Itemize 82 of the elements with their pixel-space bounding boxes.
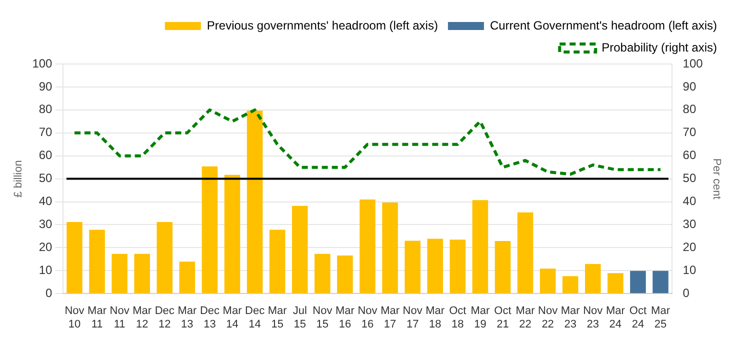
y2-tick-label: 70 [682, 125, 696, 140]
bar [134, 254, 150, 294]
y-tick-label: 40 [38, 194, 53, 208]
line-series [72, 108, 662, 176]
x-tick-label: Oct 21 [494, 305, 512, 330]
x-tick-label: Mar 13 [178, 305, 197, 330]
y-tick-label: 90 [38, 79, 53, 94]
x-tick-label: Nov 10 [64, 305, 85, 330]
bar [608, 273, 624, 294]
y2-tick-label: 20 [682, 240, 696, 254]
bar [562, 276, 578, 294]
x-tick-label: Jul 15 [292, 305, 307, 330]
bar [202, 166, 218, 294]
bar [314, 254, 330, 294]
bar [630, 270, 646, 294]
y-tick-label: 70 [38, 125, 53, 140]
x-tick-label: Nov 17 [402, 305, 423, 330]
x-tick-label: Mar 17 [380, 305, 400, 330]
bar [517, 212, 534, 294]
x-tick-label: Mar 16 [335, 305, 355, 330]
bar [269, 230, 286, 294]
bar [585, 264, 601, 294]
y2-tick-label: 60 [682, 148, 696, 162]
bar [472, 200, 488, 294]
y2-tick-label: 100 [682, 56, 704, 70]
y2-tick-label: 80 [682, 102, 696, 116]
x-tick-label: Dec 13 [200, 305, 220, 330]
y2-axis-title: Per cent [710, 158, 722, 200]
x-tick-label: Nov 11 [110, 305, 130, 330]
x-tick-label: Mar 11 [88, 305, 107, 330]
x-tick-label: Mar 22 [516, 305, 536, 330]
x-tick-label: Oct 24 [629, 305, 647, 330]
y-tick-label: 0 [46, 286, 53, 300]
bar [652, 270, 668, 294]
bar [156, 222, 173, 294]
y-tick-label: 100 [32, 56, 53, 70]
bar [404, 240, 420, 294]
x-tick-label: Mar 19 [470, 305, 490, 330]
x-tick-label: Nov 16 [358, 305, 378, 330]
bar [427, 238, 444, 294]
legend-label: Previous governments' headroom (left axis) [206, 18, 438, 32]
y2-tick-label: 50 [682, 171, 696, 186]
x-tick-label: Nov 23 [583, 305, 604, 330]
x-tick-label: Mar 15 [268, 305, 288, 330]
y2-tick-label: 0 [682, 286, 690, 300]
bar [66, 222, 82, 294]
x-tick-label: Mar 23 [560, 305, 580, 330]
y2-tick-label: 90 [682, 79, 696, 94]
bar [540, 268, 556, 294]
y-axis-title: £ billion [12, 160, 25, 198]
y-tick-label: 20 [38, 240, 53, 254]
x-tick-label: Nov 22 [538, 305, 558, 330]
bar [179, 262, 196, 294]
legend-label: Probability (right axis) [602, 40, 718, 54]
x-tick-label: Dec 12 [154, 305, 175, 330]
bar [382, 202, 398, 294]
y-tick-label: 80 [38, 102, 53, 116]
bar [112, 254, 128, 294]
bar [450, 240, 466, 294]
y2-tick-label: 30 [682, 217, 696, 232]
y-tick-label: 50 [38, 171, 53, 186]
x-tick-label: Nov 15 [312, 305, 333, 330]
x-tick-label: Oct 18 [449, 305, 466, 330]
bar [494, 241, 511, 294]
y2-tick-label: 40 [682, 194, 696, 208]
x-tick-label: Mar 24 [606, 305, 626, 330]
x-tick-label: Mar 14 [222, 305, 242, 330]
y-tick-label: 10 [38, 262, 53, 277]
y-tick-label: 30 [38, 217, 53, 232]
bar [224, 174, 240, 294]
x-tick-label: Mar 12 [132, 305, 152, 330]
y-tick-label: 60 [38, 148, 53, 162]
bar [360, 199, 376, 294]
bar [246, 110, 263, 294]
bar [89, 230, 105, 294]
legend-label: Current Government's headroom (left axis) [490, 18, 718, 32]
bar [292, 206, 308, 294]
x-tick-label: Dec 14 [245, 305, 266, 330]
bar [337, 255, 353, 294]
x-tick-label: Mar 25 [651, 305, 670, 330]
x-tick-label: Mar 18 [426, 305, 445, 330]
y2-tick-label: 10 [682, 262, 696, 277]
